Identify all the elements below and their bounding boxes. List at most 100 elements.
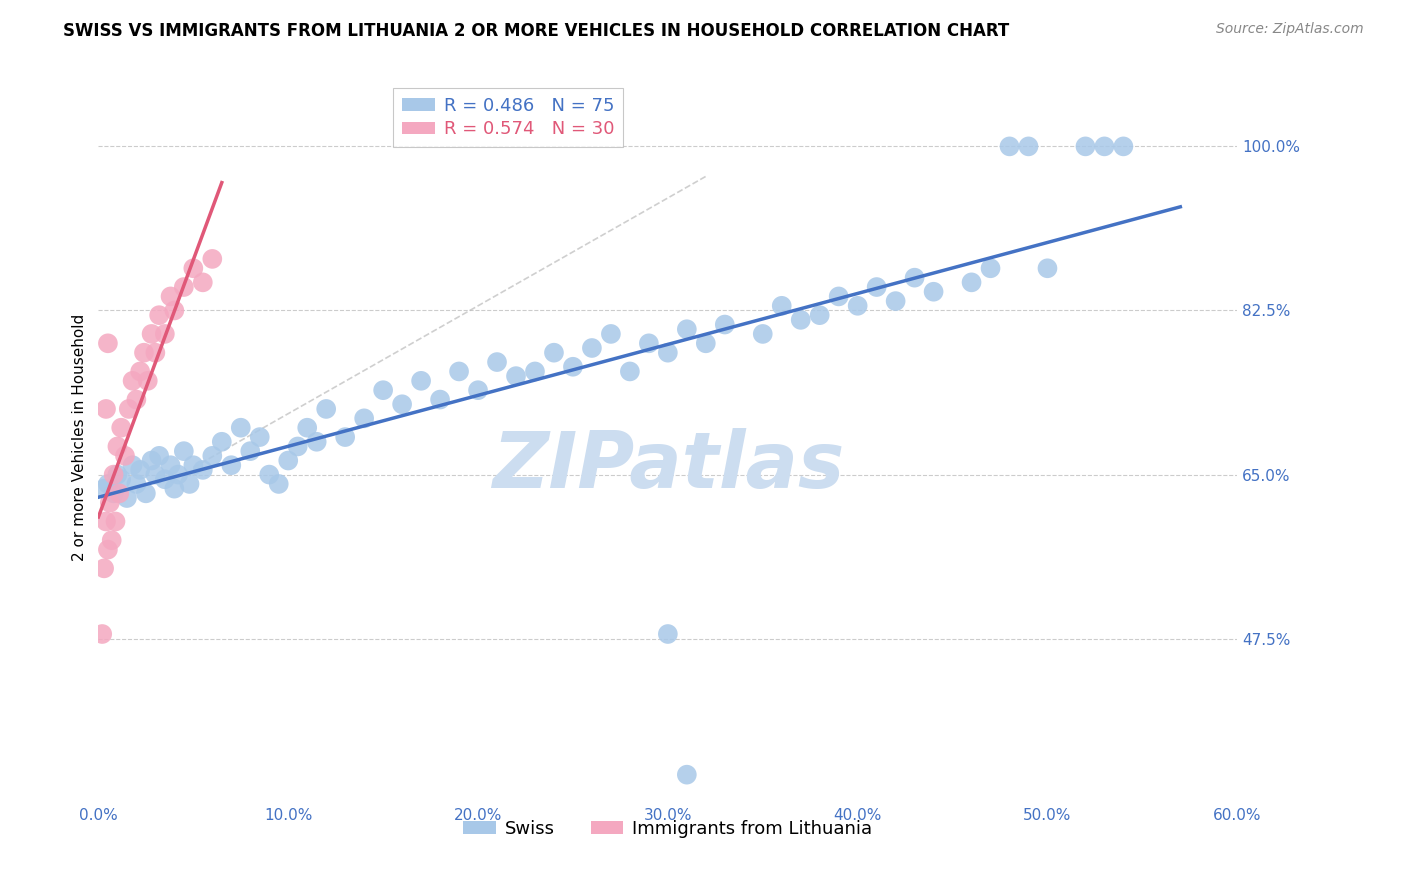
- Point: [129, 364, 152, 378]
- Point: [828, 289, 851, 303]
- Point: [371, 383, 394, 397]
- Point: [93, 561, 115, 575]
- Point: [1018, 139, 1040, 153]
- Point: [173, 280, 195, 294]
- Point: [429, 392, 451, 407]
- Point: [132, 345, 155, 359]
- Point: [183, 458, 205, 473]
- Point: [103, 467, 125, 482]
- Point: [167, 467, 190, 482]
- Point: [118, 401, 141, 416]
- Point: [121, 458, 143, 473]
- Point: [163, 482, 186, 496]
- Point: [159, 458, 181, 473]
- Point: [191, 276, 214, 290]
- Point: [148, 308, 170, 322]
- Text: SWISS VS IMMIGRANTS FROM LITHUANIA 2 OR MORE VEHICLES IN HOUSEHOLD CORRELATION C: SWISS VS IMMIGRANTS FROM LITHUANIA 2 OR …: [63, 22, 1010, 40]
- Point: [201, 449, 224, 463]
- Point: [97, 477, 120, 491]
- Point: [141, 326, 163, 341]
- Point: [922, 285, 945, 299]
- Point: [91, 627, 114, 641]
- Point: [97, 542, 120, 557]
- Point: [94, 515, 117, 529]
- Point: [1074, 139, 1097, 153]
- Point: [676, 322, 699, 336]
- Point: [121, 374, 143, 388]
- Point: [114, 449, 136, 463]
- Point: [619, 364, 641, 378]
- Text: Source: ZipAtlas.com: Source: ZipAtlas.com: [1216, 22, 1364, 37]
- Point: [211, 434, 233, 449]
- Point: [447, 364, 470, 378]
- Point: [145, 467, 167, 482]
- Point: [239, 444, 262, 458]
- Point: [191, 463, 214, 477]
- Point: [335, 430, 357, 444]
- Point: [110, 420, 132, 434]
- Point: [846, 299, 869, 313]
- Point: [960, 276, 983, 290]
- Point: [353, 411, 375, 425]
- Point: [657, 345, 679, 359]
- Point: [107, 467, 129, 482]
- Point: [998, 139, 1021, 153]
- Point: [129, 463, 152, 477]
- Point: [315, 401, 337, 416]
- Point: [221, 458, 243, 473]
- Point: [163, 303, 186, 318]
- Point: [107, 440, 129, 454]
- Point: [267, 477, 290, 491]
- Point: [1036, 261, 1059, 276]
- Point: [770, 299, 793, 313]
- Point: [259, 467, 281, 482]
- Point: [287, 440, 309, 454]
- Point: [486, 355, 509, 369]
- Y-axis label: 2 or more Vehicles in Household: 2 or more Vehicles in Household: [72, 313, 87, 561]
- Point: [297, 420, 319, 434]
- Point: [108, 486, 131, 500]
- Point: [581, 341, 603, 355]
- Point: [110, 472, 132, 486]
- Point: [93, 482, 115, 496]
- Point: [277, 453, 299, 467]
- Point: [229, 420, 252, 434]
- Point: [98, 496, 121, 510]
- Point: [153, 326, 176, 341]
- Point: [524, 364, 547, 378]
- Point: [94, 401, 117, 416]
- Point: [104, 515, 127, 529]
- Point: [1094, 139, 1116, 153]
- Point: [676, 767, 699, 781]
- Point: [657, 627, 679, 641]
- Point: [305, 434, 328, 449]
- Point: [467, 383, 489, 397]
- Point: [136, 374, 159, 388]
- Point: [201, 252, 224, 266]
- Point: [125, 392, 148, 407]
- Point: [752, 326, 775, 341]
- Point: [391, 397, 413, 411]
- Point: [979, 261, 1001, 276]
- Point: [148, 449, 170, 463]
- Legend: Swiss, Immigrants from Lithuania: Swiss, Immigrants from Lithuania: [456, 813, 880, 845]
- Point: [249, 430, 271, 444]
- Point: [866, 280, 889, 294]
- Point: [884, 294, 907, 309]
- Point: [179, 477, 201, 491]
- Point: [125, 477, 148, 491]
- Point: [153, 472, 176, 486]
- Point: [103, 486, 125, 500]
- Point: [159, 289, 181, 303]
- Point: [135, 486, 157, 500]
- Point: [600, 326, 623, 341]
- Point: [505, 369, 527, 384]
- Text: ZIPatlas: ZIPatlas: [492, 428, 844, 504]
- Point: [808, 308, 831, 322]
- Point: [714, 318, 737, 332]
- Point: [115, 491, 138, 505]
- Point: [141, 453, 163, 467]
- Point: [695, 336, 717, 351]
- Point: [543, 345, 565, 359]
- Point: [183, 261, 205, 276]
